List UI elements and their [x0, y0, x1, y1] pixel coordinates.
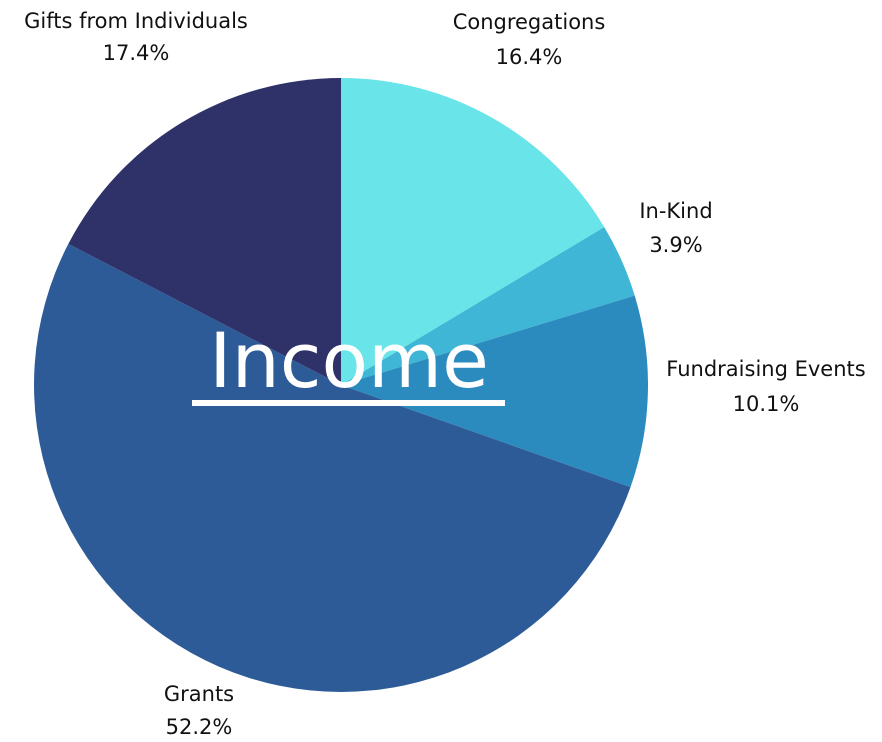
pie-slice-fundraising-events [341, 295, 649, 488]
label-fundraising-events-value: 10.1% [733, 392, 800, 416]
pie-slice-grants [34, 243, 631, 692]
label-grants-name: Grants [164, 682, 234, 706]
chart-title-group: Income [192, 316, 505, 406]
label-congregations-name: Congregations [453, 10, 606, 34]
label-gifts-from-individuals-name: Gifts from Individuals [24, 9, 248, 33]
chart-title: Income [209, 316, 489, 405]
label-in-kind-name: In-Kind [639, 199, 712, 223]
label-grants-value: 52.2% [166, 715, 233, 739]
slice-labels: Congregations 16.4% In-Kind 3.9% Fundrai… [24, 9, 866, 739]
pie-slices [34, 78, 649, 692]
label-in-kind-value: 3.9% [649, 233, 702, 257]
chart-title-underline [192, 400, 505, 406]
label-congregations-value: 16.4% [496, 45, 563, 69]
label-fundraising-events-name: Fundraising Events [666, 357, 865, 381]
pie-slice-gifts-from-individuals [68, 78, 341, 385]
label-gifts-from-individuals-value: 17.4% [103, 41, 170, 65]
pie-slice-in-kind [341, 227, 635, 385]
pie-slice-congregations [341, 78, 605, 385]
